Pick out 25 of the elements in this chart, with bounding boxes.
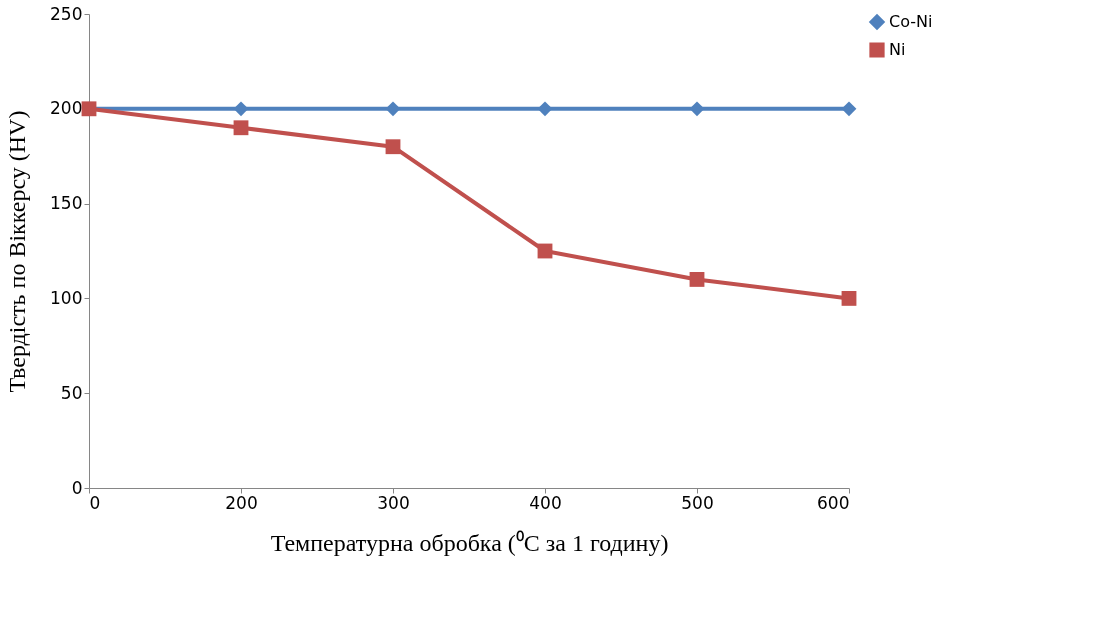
point	[841, 290, 857, 306]
y-tick-label: 250	[50, 3, 83, 24]
point	[385, 101, 401, 117]
x-tick-label: 400	[529, 492, 562, 513]
y-tick-label: 50	[60, 382, 83, 403]
legend-label: Ni	[889, 40, 906, 59]
y-tick-label: 100	[50, 287, 83, 308]
point	[689, 101, 705, 117]
x-tick-label: 600	[817, 492, 850, 513]
x-tick-label: 200	[225, 492, 258, 513]
y-tick-label: 0	[71, 477, 83, 498]
point	[385, 139, 401, 155]
legend-label: Co-Ni	[889, 12, 933, 31]
point	[233, 101, 249, 117]
point	[233, 120, 249, 136]
x-tick-label: 0	[89, 492, 101, 513]
x-axis-title: Температурна обробка (⁰C за 1 годину)	[270, 529, 669, 556]
x-tick-label: 500	[681, 492, 714, 513]
y-axis-title: Твердість по Віккерсу (HV)	[4, 110, 31, 393]
point	[537, 101, 553, 117]
x-tick-label: 300	[377, 492, 410, 513]
y-tick-label: 200	[50, 98, 83, 119]
point	[689, 272, 705, 287]
y-tick-label: 150	[50, 193, 83, 214]
point	[841, 101, 857, 117]
